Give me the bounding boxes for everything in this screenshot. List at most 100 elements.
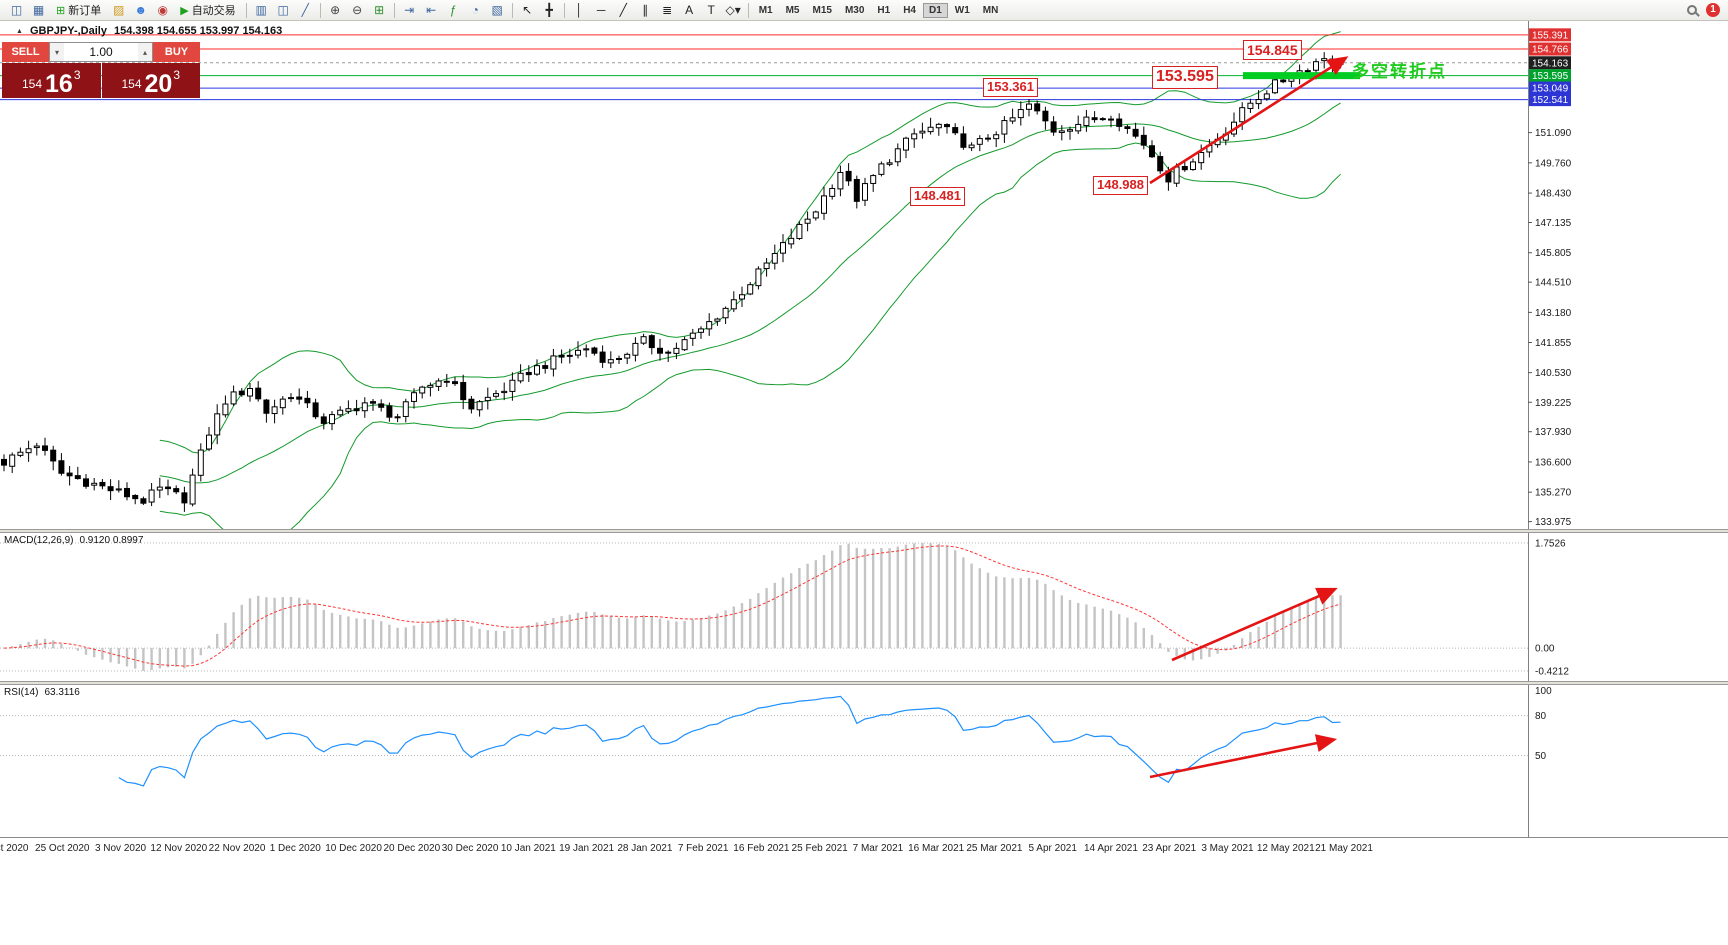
indicators-icon[interactable]: ƒ xyxy=(449,2,457,17)
bars-chart-icon[interactable]: ▥ xyxy=(255,2,267,17)
horizontal-price-lines[interactable] xyxy=(0,34,1528,101)
sell-button[interactable]: SELL xyxy=(2,42,49,62)
price-annotation[interactable]: 148.481 xyxy=(910,187,965,206)
date-label: 20 Dec 2020 xyxy=(383,843,441,854)
rsi-line xyxy=(118,695,1341,787)
timeframe-m1[interactable]: M1 xyxy=(758,4,773,16)
trend-arrow[interactable] xyxy=(1149,56,1349,185)
price-tick-label: 141.855 xyxy=(1535,338,1572,349)
volume-increase-button[interactable]: ▴ xyxy=(138,43,152,61)
timeframe-w1[interactable]: W1 xyxy=(954,4,970,16)
rsi-label: RSI(14) xyxy=(4,687,39,698)
candlestick-chart-icon[interactable]: ◫ xyxy=(277,2,289,17)
toolbar-separator xyxy=(563,2,565,18)
fibonacci-icon[interactable]: ≣ xyxy=(662,2,673,17)
timeframe-m5[interactable]: M5 xyxy=(785,4,800,16)
trendline-icon[interactable]: ╱ xyxy=(619,2,627,17)
ohlc-values: 154.398 154.655 153.997 154.163 xyxy=(113,25,283,37)
timeframe-mn[interactable]: MN xyxy=(982,4,999,16)
auto-scroll-icon[interactable]: ⇥ xyxy=(404,2,415,17)
equidistant-channel-icon[interactable]: ∥ xyxy=(642,2,649,17)
ask-point: 3 xyxy=(173,68,181,82)
chart-window[interactable]: 151.090 149.760 148.430 147.135 145.805 144.5… xyxy=(0,21,1728,945)
price-tag-label: 153.595 xyxy=(1532,71,1569,82)
date-label: 12 May 2021 xyxy=(1256,843,1315,854)
rsi-pane[interactable]: 100 80 50 xyxy=(0,685,1728,837)
zoom-in-icon[interactable]: ⊕ xyxy=(330,2,341,17)
price-tick-label: 151.090 xyxy=(1535,128,1572,139)
arrows-tool-icon[interactable]: ◇▾ xyxy=(725,2,741,17)
price-annotation[interactable]: 148.988 xyxy=(1093,176,1148,195)
macd-tick-label: 1.7526 xyxy=(1535,539,1566,550)
notification-badge[interactable]: 1 xyxy=(1706,3,1720,17)
quick-nav-icon[interactable]: ▲ xyxy=(16,27,23,35)
volume-decrease-button[interactable]: ▾ xyxy=(50,43,64,61)
new-chart-icon[interactable]: ◫ xyxy=(10,2,23,17)
price-annotation[interactable]: 154.845 xyxy=(1243,40,1302,61)
date-label: 25 Feb 2021 xyxy=(791,843,848,854)
main-chart[interactable]: 151.090 149.760 148.430 147.135 145.805 144.5… xyxy=(0,21,1728,529)
zoom-out-icon[interactable]: ⊖ xyxy=(352,2,363,17)
pane-splitter[interactable] xyxy=(0,681,1728,685)
ask-pips: 20 xyxy=(144,69,173,98)
macd-label: MACD(12,26,9) xyxy=(4,535,74,546)
pane-splitter[interactable] xyxy=(0,529,1728,533)
timeframe-d1[interactable]: D1 xyxy=(923,2,948,18)
chart-quote-header: ▲ GBPJPY-,Daily 154.398 154.655 153.997 … xyxy=(16,25,282,37)
price-tick-label: 135.270 xyxy=(1535,488,1572,499)
new-order-button-label: 新订单 xyxy=(68,5,102,17)
toolbar-separator xyxy=(747,2,749,18)
trend-arrow[interactable] xyxy=(1171,587,1338,662)
rsi-tick-label: 80 xyxy=(1535,711,1547,722)
price-tick-label: 149.760 xyxy=(1535,158,1572,169)
buy-button[interactable]: BUY xyxy=(153,42,200,62)
crosshair-icon[interactable]: ╋ xyxy=(545,2,553,17)
search-icon[interactable] xyxy=(1687,5,1697,15)
price-tick-label: 143.180 xyxy=(1535,308,1572,319)
ask-price[interactable]: 154 20 3 xyxy=(101,63,200,98)
turning-point-label[interactable]: 多空转折点 xyxy=(1352,62,1447,81)
date-label: 14 Apr 2021 xyxy=(1083,843,1138,854)
cursor-icon[interactable]: ↖ xyxy=(522,2,533,17)
market-watch-icon[interactable]: ◉ xyxy=(157,2,168,17)
volume-input[interactable]: 1.00 xyxy=(89,45,113,59)
bid-pips: 16 xyxy=(45,69,73,98)
text-label-icon[interactable]: T xyxy=(707,2,715,17)
horizontal-line-icon[interactable]: ─ xyxy=(596,2,606,17)
price-tag xyxy=(1529,69,1571,83)
rsi-header: RSI(14) 63.3116 xyxy=(4,687,80,698)
toolbar-separator xyxy=(511,2,513,18)
toolbar: ◫ ▦ ⊞ 新订单 ▨ ☻ ◉ ▶ 自动交易 ▥ ◫ ╱ ⊕ ⊖ ⊞ ⇥ ⇤ ƒ ◔ ▧ ↖ ╋ │ ─ ╱ ∥ ≣ A T ◇▾ M1 M5… xyxy=(0,0,1728,21)
chart-shift-icon[interactable]: ⇤ xyxy=(426,2,437,17)
periods-icon[interactable]: ◔ xyxy=(471,2,479,17)
macd-header: MACD(12,26,9) 0.9120 0.8997 xyxy=(4,535,143,546)
trend-arrow[interactable] xyxy=(1149,734,1338,779)
tile-windows-icon[interactable]: ⊞ xyxy=(374,2,385,17)
price-annotation[interactable]: 153.595 xyxy=(1152,66,1218,89)
metaeditor-icon[interactable]: ▨ xyxy=(113,2,125,17)
templates-icon[interactable]: ▧ xyxy=(491,2,503,17)
timeframe-m30[interactable]: M30 xyxy=(844,4,865,16)
new-order-button[interactable]: ⊞ 新订单 xyxy=(50,2,107,19)
profiles-icon[interactable]: ▦ xyxy=(32,2,45,17)
community-icon[interactable]: ☻ xyxy=(134,2,148,17)
price-annotation[interactable]: 153.361 xyxy=(983,78,1038,97)
timeframe-h4[interactable]: H4 xyxy=(903,4,916,16)
price-tick-label: 133.975 xyxy=(1535,517,1572,528)
timeframe-h1[interactable]: H1 xyxy=(877,4,891,16)
price-tag-label: 152.541 xyxy=(1532,95,1569,106)
price-tag xyxy=(1529,28,1571,42)
line-chart-icon[interactable]: ╱ xyxy=(301,2,309,17)
bid-price[interactable]: 154 16 3 xyxy=(2,63,101,98)
rsi-tick-label: 50 xyxy=(1535,751,1547,762)
macd-tick-label: -0.4212 xyxy=(1535,667,1569,678)
bollinger-bands xyxy=(159,31,1341,529)
macd-pane[interactable]: 1.7526 0.00 -0.4212 xyxy=(0,533,1728,681)
autotrading-button[interactable]: ▶ 自动交易 xyxy=(174,2,241,19)
timeframe-m15[interactable]: M15 xyxy=(812,4,832,16)
price-tick-label: 139.225 xyxy=(1535,398,1572,409)
vertical-line-icon[interactable]: │ xyxy=(575,2,583,17)
text-icon[interactable]: A xyxy=(685,2,694,17)
price-tag-label: 153.049 xyxy=(1532,84,1569,95)
